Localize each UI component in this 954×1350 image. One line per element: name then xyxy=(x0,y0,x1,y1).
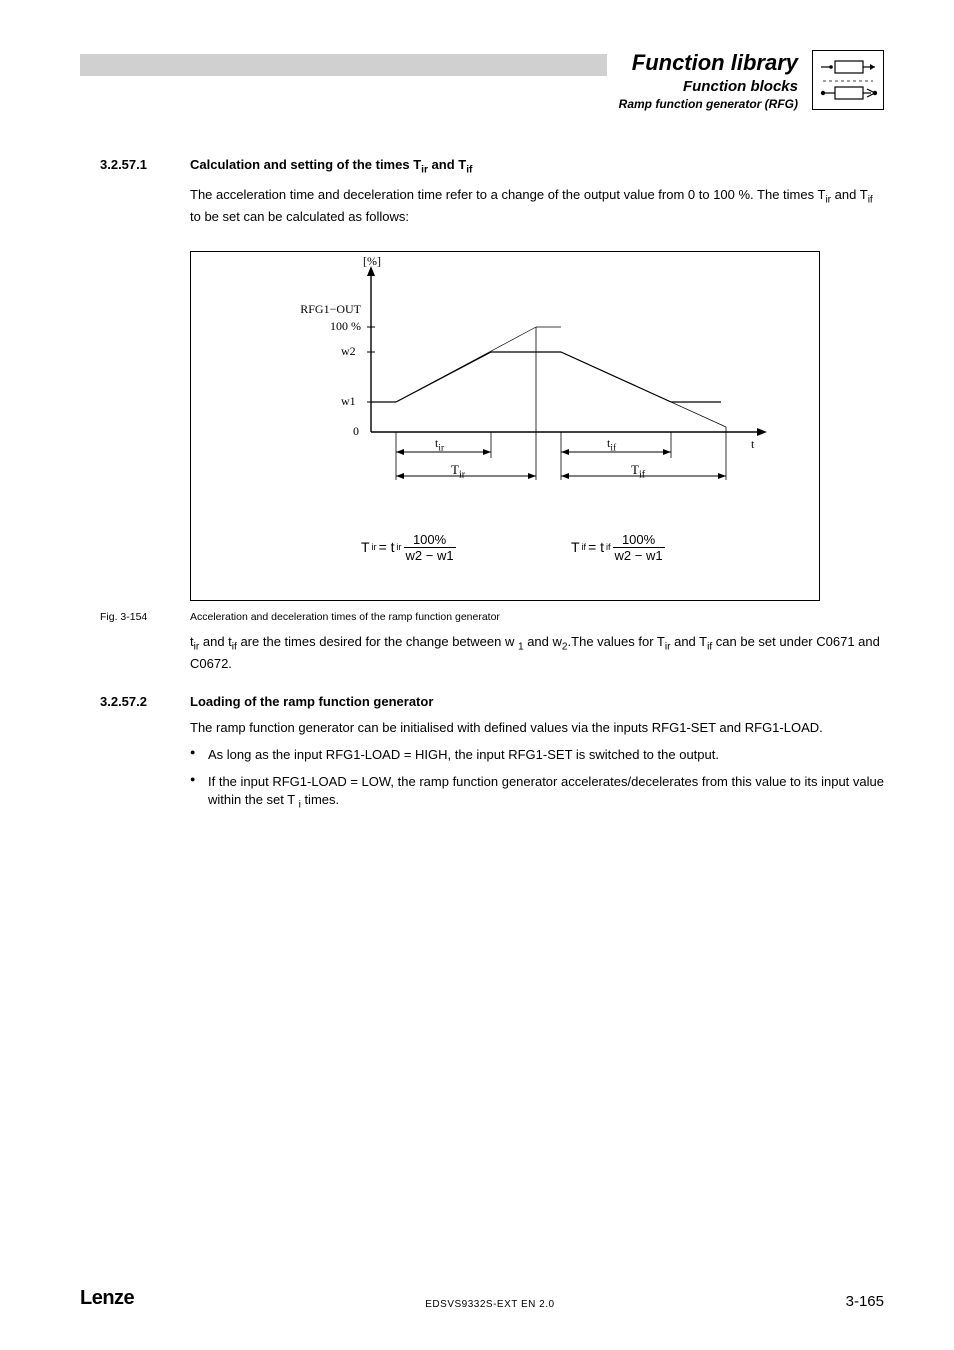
y-unit: [%] xyxy=(363,254,381,269)
after-figure-text: tir and tif are the times desired for th… xyxy=(190,633,884,674)
title-main: Function library xyxy=(619,50,798,76)
figure-caption-text: Acceleration and deceleration times of t… xyxy=(190,611,500,623)
bullet-1: As long as the input RFG1-LOAD = HIGH, t… xyxy=(190,746,884,765)
page-number: 3-165 xyxy=(846,1293,884,1310)
page-header: Function library Function blocks Ramp fu… xyxy=(80,50,884,111)
section2-title: Loading of the ramp function generator xyxy=(190,694,433,709)
equation-Tif: Tif = tif 100%w2 − w1 xyxy=(571,532,665,563)
t-if-label: tif xyxy=(607,436,616,453)
equation-Tir: Tir = tir 100%w2 − w1 xyxy=(361,532,456,563)
y-w1-label: w1 xyxy=(341,394,356,409)
ramp-diagram: [%] RFG1−OUT 100 % w2 w1 0 t tir tif Tir… xyxy=(190,251,820,601)
section-body: The acceleration time and deceleration t… xyxy=(190,186,884,227)
bullet-2: If the input RFG1-LOAD = LOW, the ramp f… xyxy=(190,773,884,814)
section-3-2-57-1: 3.2.57.1 Calculation and setting of the … xyxy=(80,157,884,674)
brand-logo: Lenze xyxy=(80,1287,134,1310)
T-ir-label: Tir xyxy=(451,462,465,481)
t-ir-label: tir xyxy=(435,436,444,453)
y-signal-label: RFG1−OUT xyxy=(291,302,361,317)
y-100-label: 100 % xyxy=(311,319,361,334)
figure-caption: Fig. 3-154 Acceleration and deceleration… xyxy=(100,611,884,623)
section-number: 3.2.57.1 xyxy=(100,157,190,176)
y-w2-label: w2 xyxy=(341,344,356,359)
block-diagram-icon xyxy=(812,50,884,110)
doc-id: EDSVS9332S-EXT EN 2.0 xyxy=(425,1299,554,1310)
header-bar xyxy=(80,54,607,76)
title-sub2: Ramp function generator (RFG) xyxy=(619,97,798,111)
figure-number: Fig. 3-154 xyxy=(100,611,190,623)
page-footer: Lenze EDSVS9332S-EXT EN 2.0 3-165 xyxy=(80,1287,884,1310)
header-titles: Function library Function blocks Ramp fu… xyxy=(619,50,798,111)
y-0-label: 0 xyxy=(353,424,359,439)
section-title: Calculation and setting of the times Tir… xyxy=(190,157,472,176)
section2-number: 3.2.57.2 xyxy=(100,694,190,709)
bullet-list: As long as the input RFG1-LOAD = HIGH, t… xyxy=(190,746,884,814)
section-3-2-57-2: 3.2.57.2 Loading of the ramp function ge… xyxy=(80,694,884,814)
section2-body: The ramp function generator can be initi… xyxy=(190,719,884,814)
x-axis-label: t xyxy=(751,437,754,452)
T-if-label: Tif xyxy=(631,462,645,481)
title-sub: Function blocks xyxy=(619,78,798,95)
